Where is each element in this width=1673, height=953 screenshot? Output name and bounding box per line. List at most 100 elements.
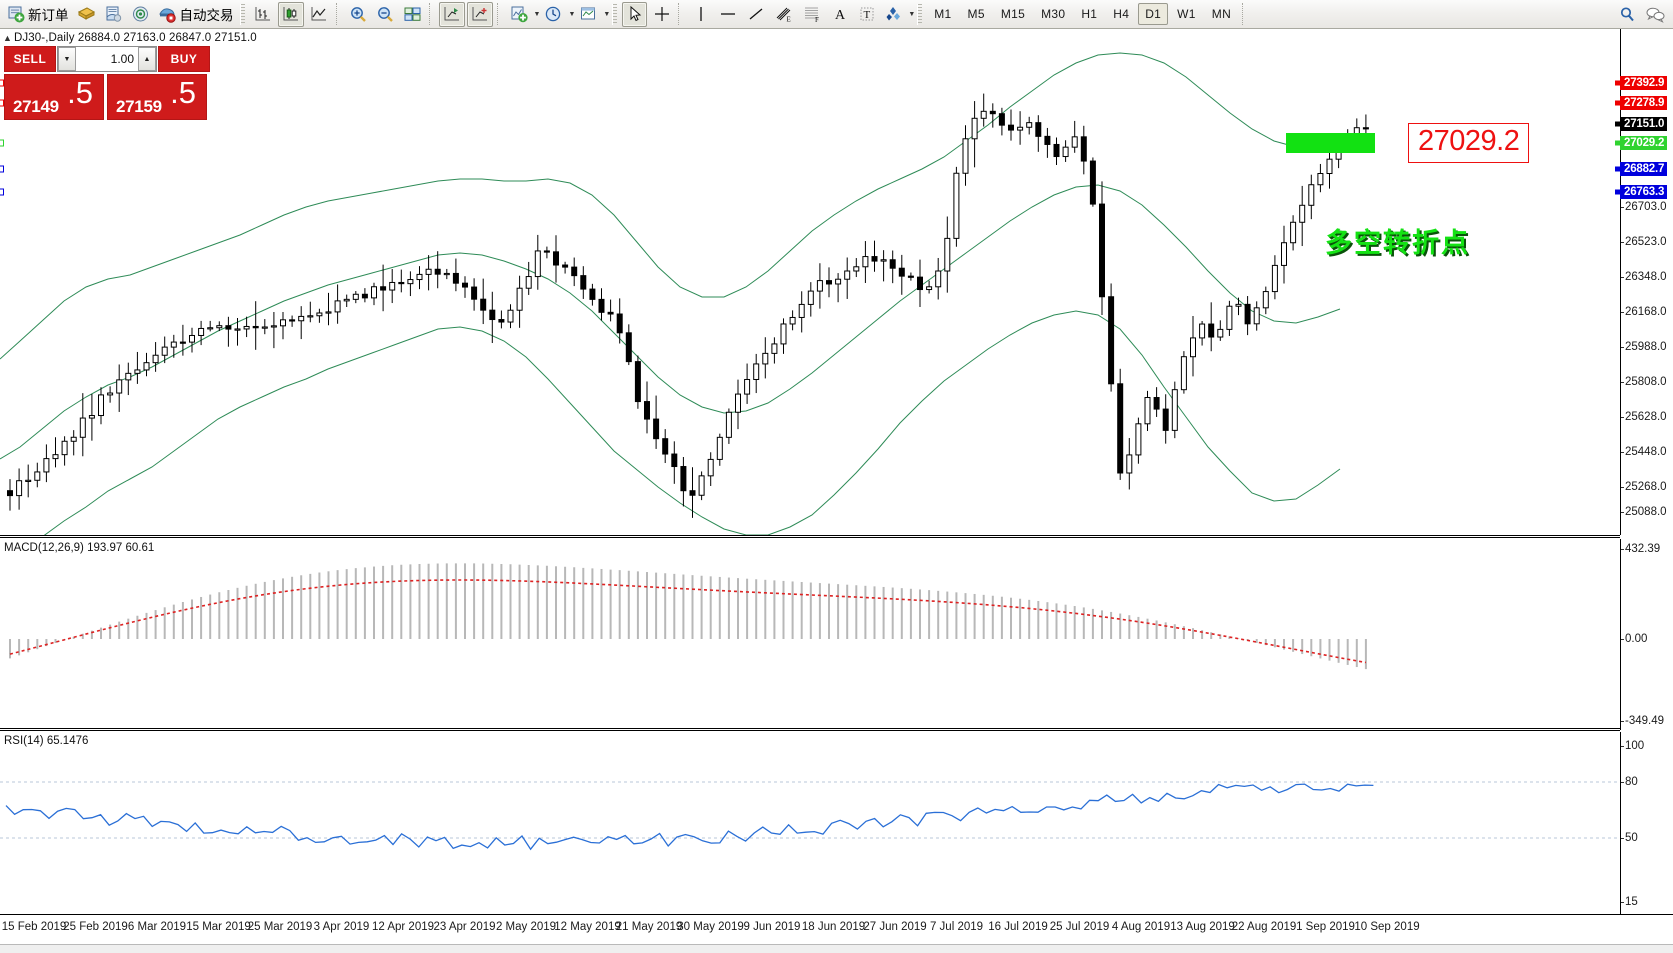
price-tick: 26703.0 xyxy=(1621,201,1667,213)
autotrading-button[interactable]: 自动交易 xyxy=(155,2,237,27)
crosshair-button[interactable] xyxy=(649,2,674,27)
line-chart-button[interactable] xyxy=(306,2,332,27)
data-window-button[interactable] xyxy=(101,2,126,27)
price-tag-support-1: 26882.7 xyxy=(1620,162,1668,176)
level-line-handle[interactable] xyxy=(0,188,4,196)
timeframe-w1[interactable]: W1 xyxy=(1177,7,1196,21)
sell-price-integer: 27149 xyxy=(13,97,59,116)
date-axis[interactable]: 15 Feb 2019 25 Feb 2019 6 Mar 2019 15 Mar 2… xyxy=(0,914,1673,944)
price-tick: 25268.0 xyxy=(1621,481,1667,493)
toolbar-grip[interactable] xyxy=(239,3,245,25)
rsi-tick: 15 xyxy=(1621,896,1638,908)
timeframe-d1[interactable]: D1 xyxy=(1138,3,1169,25)
pane-divider-macd[interactable] xyxy=(0,535,1620,538)
rsi-pane[interactable]: RSI(14) 65.1476 100 80 50 15 xyxy=(0,732,1673,922)
price-tick: 25808.0 xyxy=(1621,376,1667,388)
sell-button[interactable]: SELL xyxy=(4,46,56,72)
new-order-icon xyxy=(7,5,25,23)
volume-stepper[interactable]: ▼ 1.00 ▲ xyxy=(57,46,157,72)
price-tick: 26348.0 xyxy=(1621,271,1667,283)
date-tick: 22 Aug 2019 xyxy=(1231,921,1297,933)
expert-advisors-button[interactable] xyxy=(74,2,99,27)
add-indicator-icon xyxy=(510,5,529,23)
cursor-button[interactable] xyxy=(622,1,648,27)
buy-price-button[interactable]: 27159 .5 xyxy=(107,74,207,120)
sell-price-button[interactable]: 27149 .5 xyxy=(4,74,104,120)
date-tick: 12 Apr 2019 xyxy=(371,921,435,933)
vertical-line-button[interactable] xyxy=(688,2,713,27)
text-button[interactable]: A xyxy=(827,2,852,27)
volume-increment-button[interactable]: ▲ xyxy=(138,47,156,71)
svg-text:E: E xyxy=(787,16,791,24)
buy-button[interactable]: BUY xyxy=(158,46,210,72)
level-line-handle[interactable] xyxy=(0,139,4,147)
shapes-chevron-down-icon[interactable]: ▼ xyxy=(908,10,916,18)
price-tag-resistance-2: 27278.9 xyxy=(1620,96,1668,110)
date-tick: 15 Feb 2019 xyxy=(1,921,67,933)
rsi-tick: 100 xyxy=(1620,740,1645,752)
level-line-handle[interactable] xyxy=(0,79,4,87)
level-line-handle[interactable] xyxy=(0,99,4,107)
date-tick: 25 Feb 2019 xyxy=(63,921,128,933)
price-tick: 25088.0 xyxy=(1621,506,1667,518)
one-click-trading-panel[interactable]: SELL ▼ 1.00 ▲ BUY 27149 .5 27159 xyxy=(4,46,210,121)
price-axis[interactable]: 27243.0 26703.0 26523.0 26348.0 26168.0 … xyxy=(1620,29,1673,535)
fibonacci-button[interactable]: F xyxy=(799,2,825,27)
templates-icon xyxy=(579,5,598,23)
timeframe-h4[interactable]: H4 xyxy=(1113,7,1130,21)
level-line-handle[interactable] xyxy=(0,165,4,173)
channel-button[interactable]: E xyxy=(771,2,797,27)
chat-button[interactable] xyxy=(1642,2,1669,27)
horizontal-line-button[interactable] xyxy=(715,2,741,27)
collapse-icon[interactable]: ▲ xyxy=(3,33,13,43)
zoom-in-button[interactable] xyxy=(346,2,371,27)
price-tick: 25988.0 xyxy=(1621,341,1667,353)
zoom-in-icon xyxy=(349,5,368,23)
templates-button[interactable] xyxy=(576,2,601,27)
date-tick: 1 Sep 2019 xyxy=(1296,921,1355,933)
timeframe-m5[interactable]: M5 xyxy=(967,7,985,21)
svg-text:T: T xyxy=(863,9,870,21)
date-tick: 27 Jun 2019 xyxy=(863,921,927,933)
date-tick: 16 Jul 2019 xyxy=(988,921,1048,933)
macd-series xyxy=(9,563,1367,670)
bar-chart-button[interactable] xyxy=(250,2,276,27)
chart-shift-button[interactable] xyxy=(438,1,465,27)
timeframe-m30[interactable]: M30 xyxy=(1041,7,1066,21)
volume-decrement-button[interactable]: ▼ xyxy=(58,47,76,71)
search-button[interactable] xyxy=(1615,2,1640,27)
search-icon xyxy=(1618,5,1637,23)
symbol-header-text: DJ30-,Daily 26884.0 27163.0 26847.0 2715… xyxy=(14,32,257,44)
pane-divider-rsi[interactable] xyxy=(0,728,1620,731)
navigator-button[interactable] xyxy=(128,2,153,27)
auto-scroll-button[interactable] xyxy=(466,1,493,27)
timeframe-m15[interactable]: M15 xyxy=(1000,7,1026,21)
text-icon: A xyxy=(832,5,848,23)
toolbar-grip-2[interactable] xyxy=(612,3,618,25)
tile-windows-button[interactable] xyxy=(400,2,425,27)
shapes-button[interactable] xyxy=(881,2,906,27)
status-bar xyxy=(0,944,1673,953)
price-pane[interactable]: 27029.2 多空转折点 ▲ DJ30-,Daily 26884.0 27163… xyxy=(0,29,1673,535)
price-plot[interactable]: 27029.2 多空转折点 xyxy=(0,29,1620,535)
new-order-button[interactable]: 新订单 xyxy=(4,2,72,27)
timeframe-m1[interactable]: M1 xyxy=(934,7,952,21)
label-button[interactable]: T xyxy=(854,2,879,27)
add-indicator-button[interactable] xyxy=(507,2,532,27)
templates-chevron-down-icon[interactable]: ▼ xyxy=(603,10,611,18)
macd-pane[interactable]: MACD(12,26,9) 193.97 60.61 432.39 0.00 -… xyxy=(0,539,1673,730)
date-tick: 21 May 2019 xyxy=(615,921,683,933)
svg-text:F: F xyxy=(815,16,819,23)
period-chevron-down-icon[interactable]: ▼ xyxy=(568,10,576,18)
timeframe-h1[interactable]: H1 xyxy=(1081,7,1098,21)
trendline-button[interactable] xyxy=(743,2,769,27)
candlestick-chart-button[interactable] xyxy=(277,1,304,27)
expert-advisors-icon xyxy=(77,5,96,23)
volume-value[interactable]: 1.00 xyxy=(76,47,138,71)
chart-window[interactable]: 27029.2 多空转折点 ▲ DJ30-,Daily 26884.0 27163… xyxy=(0,29,1673,953)
zoom-out-button[interactable] xyxy=(373,2,398,27)
timeframe-mn[interactable]: MN xyxy=(1211,7,1232,21)
add-indicator-chevron-down-icon[interactable]: ▼ xyxy=(533,10,541,18)
toolbar-grip-3[interactable] xyxy=(917,3,923,25)
period-button[interactable] xyxy=(541,2,566,27)
